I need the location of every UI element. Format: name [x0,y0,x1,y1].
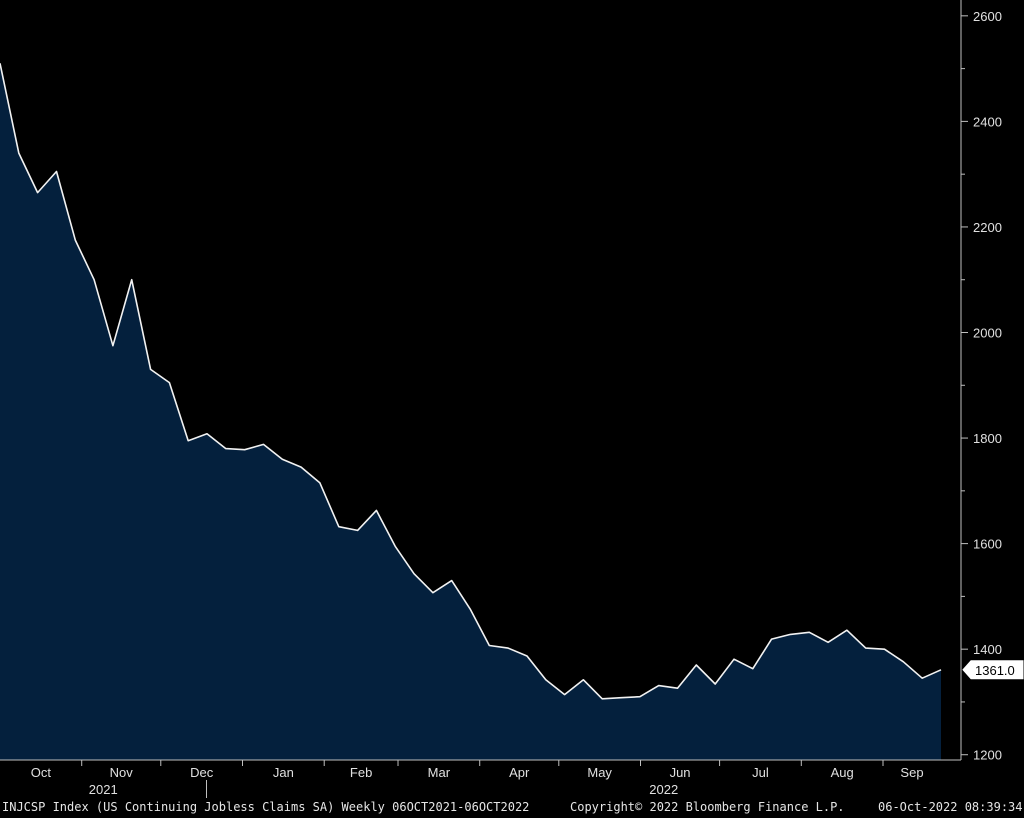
y-tick-label: 2600 [973,9,1002,24]
x-tick-label: Aug [831,765,854,780]
x-tick-label: Nov [110,765,134,780]
y-tick-label: 1800 [973,431,1002,446]
y-tick-label: 1400 [973,642,1002,657]
timestamp: 06-Oct-2022 08:39:34 [878,800,1023,814]
x-tick-label: May [587,765,612,780]
x-tick-label: Jan [273,765,294,780]
y-tick-label: 2200 [973,220,1002,235]
x-axis: Oct Nov Dec Jan Feb Mar Apr May Jun Jul Aug Sep 2021… [0,759,961,798]
x-tick-label: Sep [900,765,923,780]
year-label: 2021 [89,782,118,797]
year-label: 2022 [649,782,678,797]
x-tick-label: Jul [752,765,769,780]
y-tick-label: 2400 [973,114,1002,129]
y-tick-label: 1200 [973,748,1002,763]
x-tick-label: Jun [670,765,691,780]
y-tick-label: 2000 [973,326,1002,341]
plot-area [0,63,942,761]
ticker-info: INJCSP Index (US Continuing Jobless Clai… [2,800,530,814]
x-tick-label: Apr [509,765,530,780]
chart-footer: INJCSP Index (US Continuing Jobless Clai… [0,798,1024,818]
y-axis: 1200 1400 1600 1800 2000 2200 2400 2600 1361.0 [960,0,1024,763]
x-tick-label: Mar [428,765,451,780]
last-value-label: 1361.0 [975,663,1015,678]
series-area-fill [0,63,941,761]
last-value-box [962,660,1024,680]
y-tick-label: 1600 [973,537,1002,552]
x-tick-label: Oct [31,765,52,780]
x-tick-label: Dec [190,765,214,780]
copyright-notice: Copyright© 2022 Bloomberg Finance L.P. [570,800,845,814]
x-tick-label: Feb [350,765,372,780]
